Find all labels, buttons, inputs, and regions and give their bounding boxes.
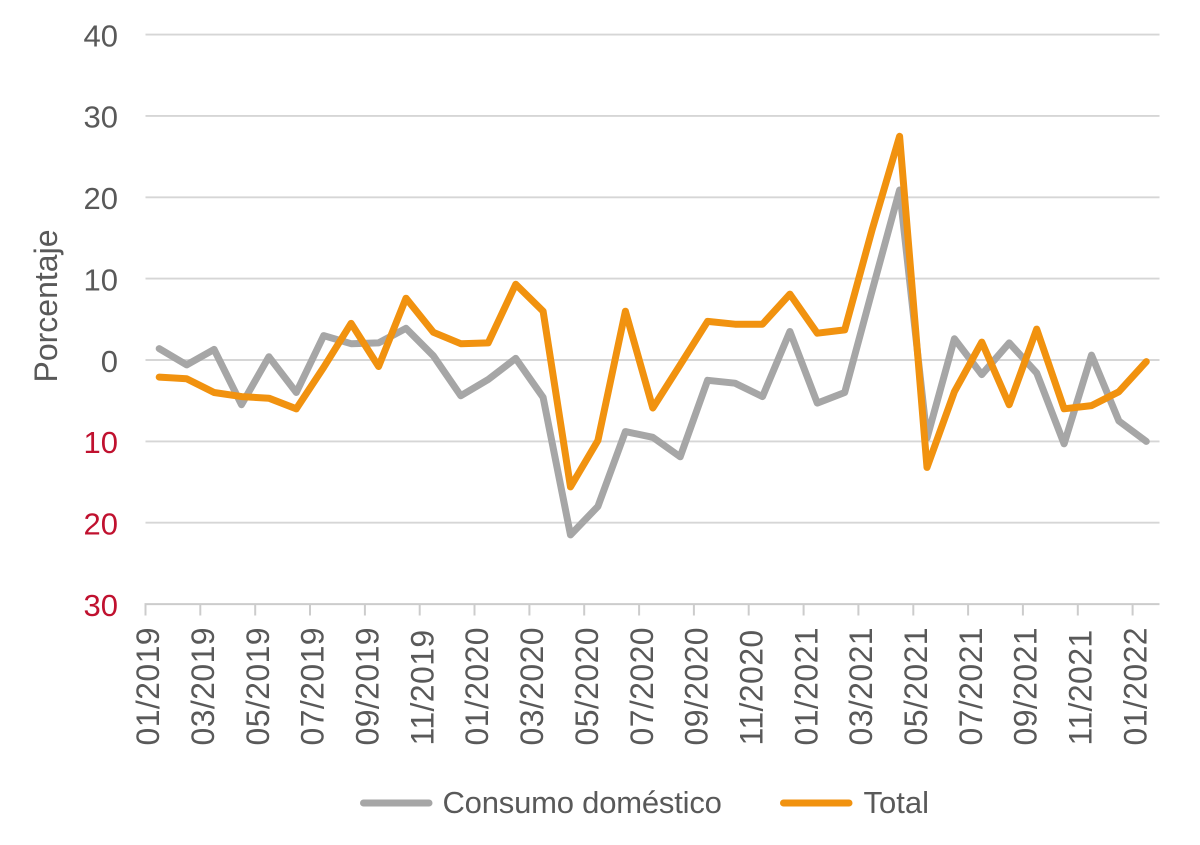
svg-text:Porcentaje: Porcentaje [28, 230, 64, 383]
svg-text:05/2020: 05/2020 [569, 627, 605, 745]
svg-text:11/2019: 11/2019 [404, 629, 440, 745]
svg-text:03/2020: 03/2020 [514, 627, 550, 745]
svg-text:10: 10 [84, 425, 118, 460]
svg-text:10: 10 [84, 262, 118, 297]
svg-text:03/2021: 03/2021 [843, 627, 879, 745]
svg-text:01/2021: 01/2021 [788, 627, 824, 745]
svg-text:07/2020: 07/2020 [624, 627, 660, 745]
svg-text:30: 30 [84, 100, 118, 135]
svg-text:40: 40 [84, 18, 118, 53]
svg-text:0: 0 [101, 344, 118, 379]
svg-text:05/2021: 05/2021 [898, 627, 934, 745]
svg-text:Consumo doméstico: Consumo doméstico [443, 785, 722, 820]
svg-text:03/2019: 03/2019 [185, 627, 221, 745]
svg-text:01/2022: 01/2022 [1117, 627, 1153, 745]
svg-text:11/2020: 11/2020 [734, 629, 770, 745]
svg-text:20: 20 [84, 181, 118, 216]
svg-text:07/2019: 07/2019 [295, 627, 331, 745]
svg-text:05/2019: 05/2019 [240, 627, 276, 745]
svg-text:09/2020: 09/2020 [679, 627, 715, 745]
svg-text:01/2020: 01/2020 [459, 627, 495, 745]
svg-text:01/2019: 01/2019 [130, 627, 166, 745]
svg-text:07/2021: 07/2021 [953, 627, 989, 745]
svg-text:30: 30 [84, 588, 118, 623]
svg-text:09/2021: 09/2021 [1008, 627, 1044, 745]
svg-text:11/2021: 11/2021 [1063, 629, 1099, 745]
svg-text:Total: Total [864, 785, 929, 820]
svg-text:09/2019: 09/2019 [350, 627, 386, 745]
svg-text:20: 20 [84, 507, 118, 542]
